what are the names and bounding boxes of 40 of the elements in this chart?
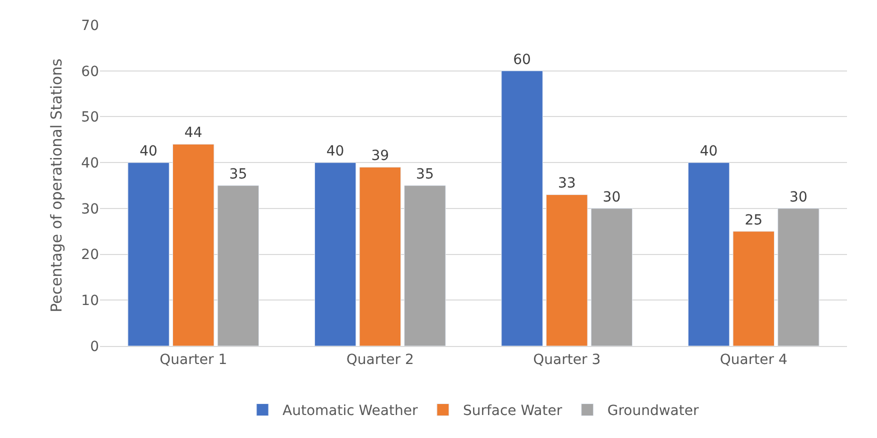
bar <box>501 70 543 346</box>
y-tick-label: 10 <box>81 293 99 310</box>
bar <box>688 162 730 346</box>
y-axis-title: Pecentage of operational Stations <box>47 58 66 312</box>
bar <box>172 144 214 346</box>
bar <box>404 185 446 346</box>
bar <box>546 194 588 346</box>
y-tick-label: 70 <box>81 18 99 34</box>
bar <box>217 185 260 346</box>
bar <box>359 166 401 346</box>
x-tick-label: Quarter 1 <box>160 352 228 368</box>
x-tick-label: Quarter 3 <box>533 352 601 368</box>
y-tick-label: 40 <box>81 155 99 172</box>
data-label: 30 <box>790 189 808 206</box>
legend-label: Surface Water <box>462 403 562 420</box>
data-label: 44 <box>184 125 202 142</box>
y-tick-label: 30 <box>81 201 99 218</box>
y-tick-label: 50 <box>81 110 99 126</box>
bar <box>778 208 820 346</box>
y-tick-label: 20 <box>81 247 99 264</box>
y-tick-label: 60 <box>81 64 99 80</box>
legend-label: Automatic Weather <box>282 403 418 420</box>
data-label: 39 <box>371 148 390 164</box>
data-label: 40 <box>326 144 344 160</box>
data-label: 35 <box>416 166 434 182</box>
y-tick-label: 0 <box>90 338 99 355</box>
data-label: 35 <box>229 166 248 182</box>
bar <box>590 208 633 346</box>
x-tick-label: Quarter 2 <box>346 352 414 368</box>
bar <box>314 162 356 346</box>
bar <box>732 231 774 346</box>
bar <box>128 162 170 346</box>
data-label: 60 <box>513 52 531 68</box>
legend-label: Groundwater <box>607 403 699 420</box>
x-tick-label: Quarter 4 <box>720 352 788 368</box>
data-label: 33 <box>558 176 576 192</box>
data-label: 30 <box>602 189 621 206</box>
data-label: 25 <box>744 212 763 228</box>
data-label: 40 <box>700 144 718 160</box>
data-label: 40 <box>140 144 158 160</box>
